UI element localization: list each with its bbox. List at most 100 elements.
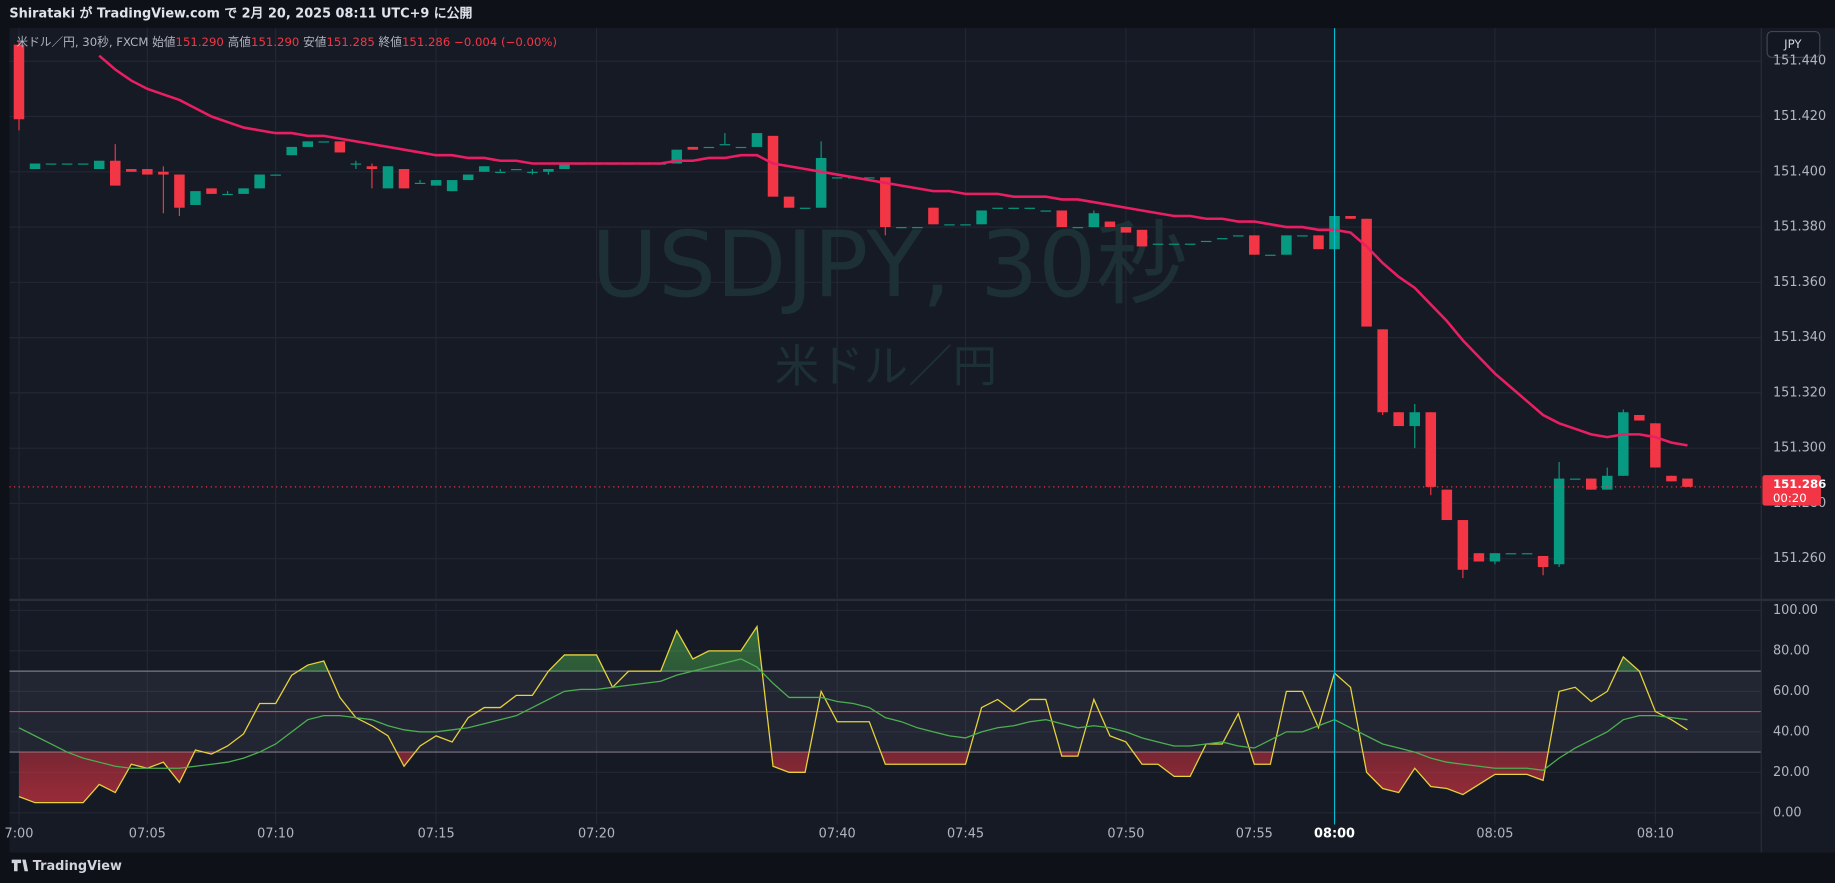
candle-body — [767, 135, 779, 197]
footer-brand: TradingView — [33, 859, 122, 874]
countdown-label: 00:20 — [1773, 491, 1807, 505]
candle-body — [1200, 240, 1212, 243]
candle-body — [318, 141, 330, 143]
candle-body — [1313, 235, 1324, 250]
candle-body — [783, 196, 795, 208]
candle-body — [1104, 221, 1116, 228]
legend-symbol: 米ドル／円, 30秒, FXCM — [16, 35, 148, 49]
watermark-symbol: USDJPY, 30秒 — [591, 211, 1187, 318]
candle-body — [1553, 478, 1565, 565]
candle-body — [1473, 553, 1485, 562]
candle-body — [206, 188, 217, 194]
candle-body — [799, 207, 811, 209]
x-tick-label: 7:00 — [5, 826, 34, 841]
price-pane: USDJPY, 30秒 米ドル／円 — [9, 28, 1762, 599]
tv-logo — [11, 859, 29, 872]
legend-high: 151.290 — [251, 35, 299, 49]
currency-button-label[interactable]: JPY — [1783, 37, 1802, 51]
candle-body — [398, 169, 410, 189]
candle-body — [1249, 235, 1260, 255]
x-tick-label: 07:45 — [947, 826, 984, 841]
candle-body — [334, 141, 346, 153]
x-tick-label: 08:05 — [1476, 826, 1513, 841]
candle-body — [270, 174, 281, 176]
x-tick-label: 07:20 — [578, 826, 615, 841]
candle-body — [1232, 235, 1244, 237]
candle-body — [1136, 229, 1148, 247]
y-tick-label: 151.360 — [1773, 275, 1826, 290]
y-tick-label: 151.440 — [1773, 54, 1826, 69]
candle-body — [1072, 227, 1084, 229]
legend-close: 151.286 — [402, 35, 450, 49]
candle-body — [992, 207, 1003, 209]
candle-body — [912, 227, 923, 229]
candle-body — [366, 166, 378, 170]
candle-body — [1168, 243, 1180, 245]
candle-body — [864, 177, 875, 179]
candle-body — [286, 146, 297, 156]
candle-body — [1152, 243, 1164, 245]
candle-body — [61, 163, 73, 165]
candle-body — [1040, 210, 1052, 212]
footer: TradingView — [11, 859, 122, 874]
candle-body — [1120, 227, 1132, 233]
candle-body — [93, 160, 105, 170]
oversold-fill — [18, 752, 1688, 803]
currency-button[interactable]: JPY — [1766, 30, 1821, 58]
x-tick-label: 07:10 — [257, 826, 294, 841]
last-price-label: 151.286 — [1773, 477, 1826, 491]
candle-body — [29, 163, 41, 170]
y-tick-label: 60.00 — [1773, 684, 1810, 699]
candle-body — [1088, 213, 1100, 228]
candle-body — [880, 177, 891, 228]
legend-low-label: 安値 — [303, 35, 327, 49]
candle-body — [1457, 520, 1469, 570]
legend-high-label: 高値 — [228, 35, 252, 49]
last-price-tag — [1762, 475, 1821, 506]
candle-body — [126, 169, 137, 172]
y-tick-label: 100.00 — [1773, 603, 1818, 618]
candle-body — [1618, 412, 1629, 476]
candle-body — [1634, 415, 1645, 421]
candle-body — [896, 227, 907, 229]
candle-body — [687, 146, 699, 150]
candle-body — [142, 169, 153, 175]
candle-body — [1056, 210, 1068, 228]
y-tick-label: 40.00 — [1773, 724, 1810, 739]
candle-body — [478, 166, 490, 172]
oscillator-line — [18, 624, 1688, 804]
publish-header: Shirataki が TradingView.com で 2月 20, 202… — [9, 6, 472, 22]
candle-body — [238, 188, 249, 194]
candle-body — [1216, 238, 1228, 240]
y-tick-label: 151.260 — [1773, 551, 1826, 566]
y-tick-label: 151.340 — [1773, 330, 1826, 345]
y-tick-label: 151.320 — [1773, 385, 1826, 400]
candle-body — [751, 133, 763, 147]
candle-body — [1585, 478, 1597, 490]
candle-body — [350, 163, 362, 165]
candle-body — [222, 193, 233, 196]
candle-body — [174, 174, 185, 208]
candle-body — [109, 160, 121, 186]
candle-body — [1537, 555, 1549, 568]
candle-body — [815, 157, 827, 208]
y-tick-label: 151.300 — [1773, 441, 1826, 456]
candle-body — [414, 182, 426, 185]
x-tick-label: 07:40 — [819, 826, 856, 841]
currency-button-frame[interactable] — [1766, 30, 1821, 58]
candle-body — [446, 180, 458, 192]
candle-body — [1024, 207, 1035, 209]
candle-body — [382, 166, 394, 189]
oscillator-line — [18, 658, 1688, 771]
x-tick-label: 07:55 — [1236, 826, 1273, 841]
y-tick-label: 151.420 — [1773, 109, 1826, 124]
candle-body — [511, 169, 522, 171]
candle-body — [1361, 218, 1372, 327]
candle-body — [1601, 475, 1613, 490]
candle-body — [1521, 553, 1533, 555]
x-tick-label: 07:15 — [418, 826, 455, 841]
legend-change: −0.004 (−0.00%) — [454, 35, 557, 49]
candle-body — [462, 174, 474, 181]
moving-average — [98, 54, 1688, 447]
